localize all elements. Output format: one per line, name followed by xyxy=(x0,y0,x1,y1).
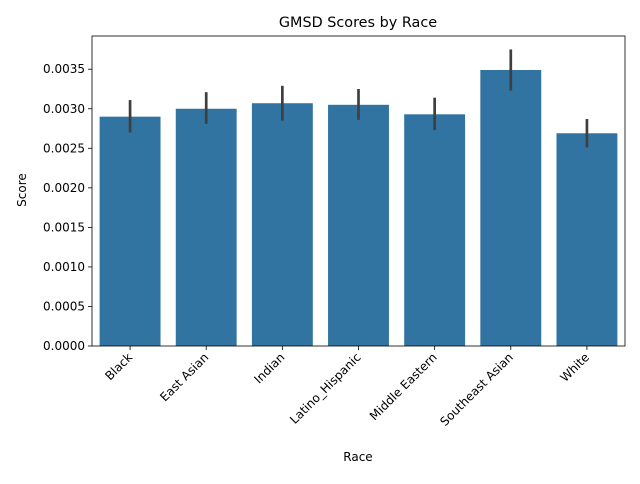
y-axis: 0.0000 0.0005 0.0010 0.0015 0.0020 0.0025 0.00… xyxy=(43,62,92,353)
chart-title: GMSD Scores by Race xyxy=(279,15,437,31)
y-tick-label-0: 0.0000 xyxy=(43,339,85,353)
y-tick-label-6: 0.0030 xyxy=(43,102,85,116)
x-tick-label-5: Southeast Asian xyxy=(437,350,516,429)
bar-4 xyxy=(404,114,466,346)
x-tick-label-6: White xyxy=(557,350,592,385)
errorbars-group xyxy=(128,49,589,148)
x-tick-label-4: Middle Eastern xyxy=(367,350,440,423)
y-tick-label-3: 0.0015 xyxy=(43,220,85,234)
bar-1 xyxy=(175,108,237,347)
x-axis: Black East Asian Indian Latino_Hispanic Midd… xyxy=(102,346,592,429)
y-tick-label-7: 0.0035 xyxy=(43,62,85,76)
plot-frame xyxy=(91,35,626,347)
x-axis-label: Race xyxy=(343,450,372,464)
y-tick-label-2: 0.0010 xyxy=(43,260,85,274)
x-tick-label-0: Black xyxy=(102,350,135,383)
bars-group xyxy=(99,70,618,347)
y-tick-label-1: 0.0005 xyxy=(43,299,85,313)
y-tick-label-4: 0.0020 xyxy=(43,181,85,195)
y-tick-label-5: 0.0025 xyxy=(43,141,85,155)
x-tick-label-2: Indian xyxy=(251,350,287,386)
bar-3 xyxy=(328,104,389,346)
bar-2 xyxy=(251,103,313,346)
x-tick-label-1: East Asian xyxy=(157,350,211,404)
bar-5 xyxy=(480,70,542,347)
y-axis-label: Score xyxy=(15,173,29,207)
bar-6 xyxy=(556,133,618,346)
bar-0 xyxy=(99,116,161,346)
x-tick-label-3: Latino_Hispanic xyxy=(287,350,363,426)
